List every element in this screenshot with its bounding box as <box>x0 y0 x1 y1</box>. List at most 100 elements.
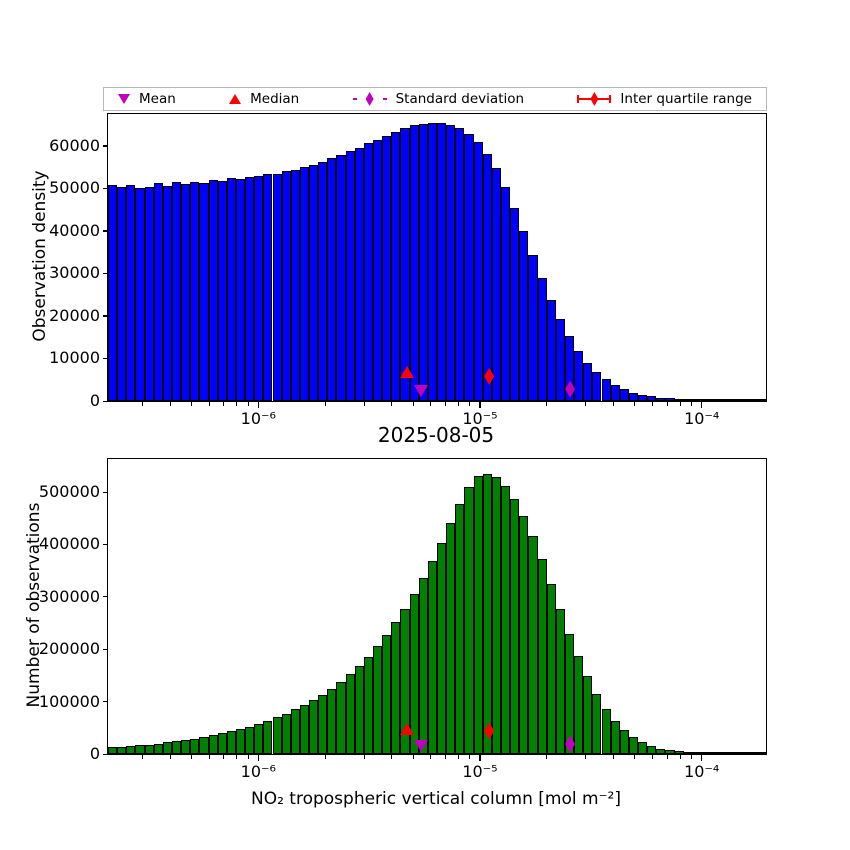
legend-label-inter-quartile-range: Inter quartile range <box>620 91 752 107</box>
y-tick-mark <box>103 400 108 402</box>
standard-deviation-marker-icon <box>565 380 576 398</box>
x-minor-tick-mark <box>652 754 653 759</box>
histogram-bar <box>418 577 428 754</box>
histogram-bar <box>729 399 739 401</box>
x-tick-label: 10⁻⁴ <box>684 762 720 781</box>
x-minor-tick-mark <box>141 401 143 406</box>
histogram-bar <box>546 583 556 754</box>
histogram-bar <box>482 153 492 401</box>
x-minor-tick-mark <box>363 401 365 406</box>
histogram-bar <box>117 187 127 401</box>
x-minor-tick-mark <box>445 754 447 759</box>
histogram-bar <box>500 485 511 754</box>
mean-marker-icon <box>413 740 428 753</box>
x-minor-tick-mark <box>666 754 668 759</box>
histogram-bar <box>299 167 310 401</box>
histogram-bar <box>144 186 154 401</box>
x-minor-tick-mark <box>391 754 393 759</box>
histogram-bar <box>692 752 702 754</box>
histogram-bar <box>162 185 172 401</box>
y-tick-label: 100000 <box>38 691 100 711</box>
x-minor-tick-mark <box>191 754 193 759</box>
histogram-bar <box>583 362 593 401</box>
histogram-bar <box>610 721 620 754</box>
histogram-bar <box>245 726 255 754</box>
histogram-bar <box>235 179 246 401</box>
y-tick-mark <box>103 272 108 275</box>
histogram-bar <box>309 700 319 754</box>
x-major-tick-mark <box>701 402 703 408</box>
histogram-bar <box>592 694 602 754</box>
standard-deviation-marker-icon <box>565 735 576 753</box>
histogram-bar <box>683 752 693 754</box>
x-minor-tick-mark <box>546 754 548 759</box>
histogram-bar <box>647 746 657 754</box>
x-minor-tick-mark <box>223 754 225 759</box>
y-tick-label: 40000 <box>49 220 100 240</box>
histogram-bar <box>601 708 611 754</box>
x-minor-tick-mark <box>691 401 693 406</box>
histogram-bar <box>217 180 227 401</box>
top-histogram-plot: 0 10000 20000 30000 40000 50000 60000 10⁻⁶ 10⁻⁵ 1… <box>49 113 767 428</box>
date-title: 2025-08-05 <box>377 423 495 447</box>
legend-item-standard-deviation: Standard deviation <box>352 91 524 107</box>
histogram-bar <box>473 142 483 401</box>
histogram-bar <box>135 745 145 754</box>
y-tick-mark <box>103 701 108 703</box>
median-marker-icon <box>400 723 415 736</box>
histogram-bar <box>281 713 291 754</box>
histogram-bar <box>482 474 492 754</box>
histogram-bar <box>272 717 282 754</box>
histogram-bar <box>491 477 501 754</box>
histogram-bar <box>254 723 264 754</box>
histogram-bar <box>290 170 300 401</box>
histogram-bar <box>665 750 675 754</box>
x-minor-tick-mark <box>691 754 693 759</box>
histogram-bar <box>638 742 648 754</box>
x-minor-tick-mark <box>430 401 432 406</box>
histogram-bar <box>619 730 629 754</box>
histogram-bar <box>528 536 538 754</box>
x-minor-tick-mark <box>469 401 471 406</box>
x-major-tick-mark <box>479 755 481 761</box>
y-tick-label: 0 <box>89 391 100 410</box>
x-major-tick-mark <box>257 755 259 761</box>
x-major-tick-mark <box>257 402 259 408</box>
histogram-bar <box>638 394 648 401</box>
y-tick-label: 20000 <box>49 305 100 325</box>
histogram-bar <box>363 143 373 401</box>
x-minor-tick-mark <box>457 401 459 406</box>
histogram-bar <box>656 397 666 401</box>
inter-quartile-range-marker-icon <box>484 367 495 385</box>
histogram-bar <box>647 396 657 401</box>
histogram-bar <box>108 747 118 754</box>
histogram-bar <box>327 688 337 754</box>
histogram-bar <box>409 593 419 754</box>
y-tick-mark <box>103 145 108 147</box>
x-minor-tick-mark <box>191 401 193 406</box>
histogram-bar <box>181 739 191 754</box>
histogram-bar <box>747 752 757 754</box>
histogram-bar <box>738 399 748 401</box>
histogram-bar <box>564 336 575 401</box>
y-tick-label: 0 <box>89 744 100 763</box>
histogram-bar <box>756 752 766 754</box>
y-tick-label: 500000 <box>38 482 100 501</box>
histogram-bar <box>729 752 739 754</box>
y-tick-mark <box>103 315 108 317</box>
histogram-bar <box>135 187 145 401</box>
histogram-bar <box>427 560 437 754</box>
histogram-bar <box>564 633 575 754</box>
histogram-bar <box>345 674 355 754</box>
x-axis-label: NO₂ tropospheric vertical column [mol m⁻… <box>250 789 621 809</box>
histogram-bar <box>455 128 465 401</box>
histogram-bar <box>464 486 474 754</box>
histogram-bar <box>519 515 529 754</box>
x-major-tick-mark <box>479 402 481 408</box>
histogram-bar <box>226 178 236 401</box>
histogram-bar <box>473 476 483 754</box>
y-tick-label: 400000 <box>38 534 100 554</box>
histogram-bar <box>171 182 182 401</box>
x-minor-tick-mark <box>391 401 393 406</box>
histogram-bar <box>683 399 693 401</box>
